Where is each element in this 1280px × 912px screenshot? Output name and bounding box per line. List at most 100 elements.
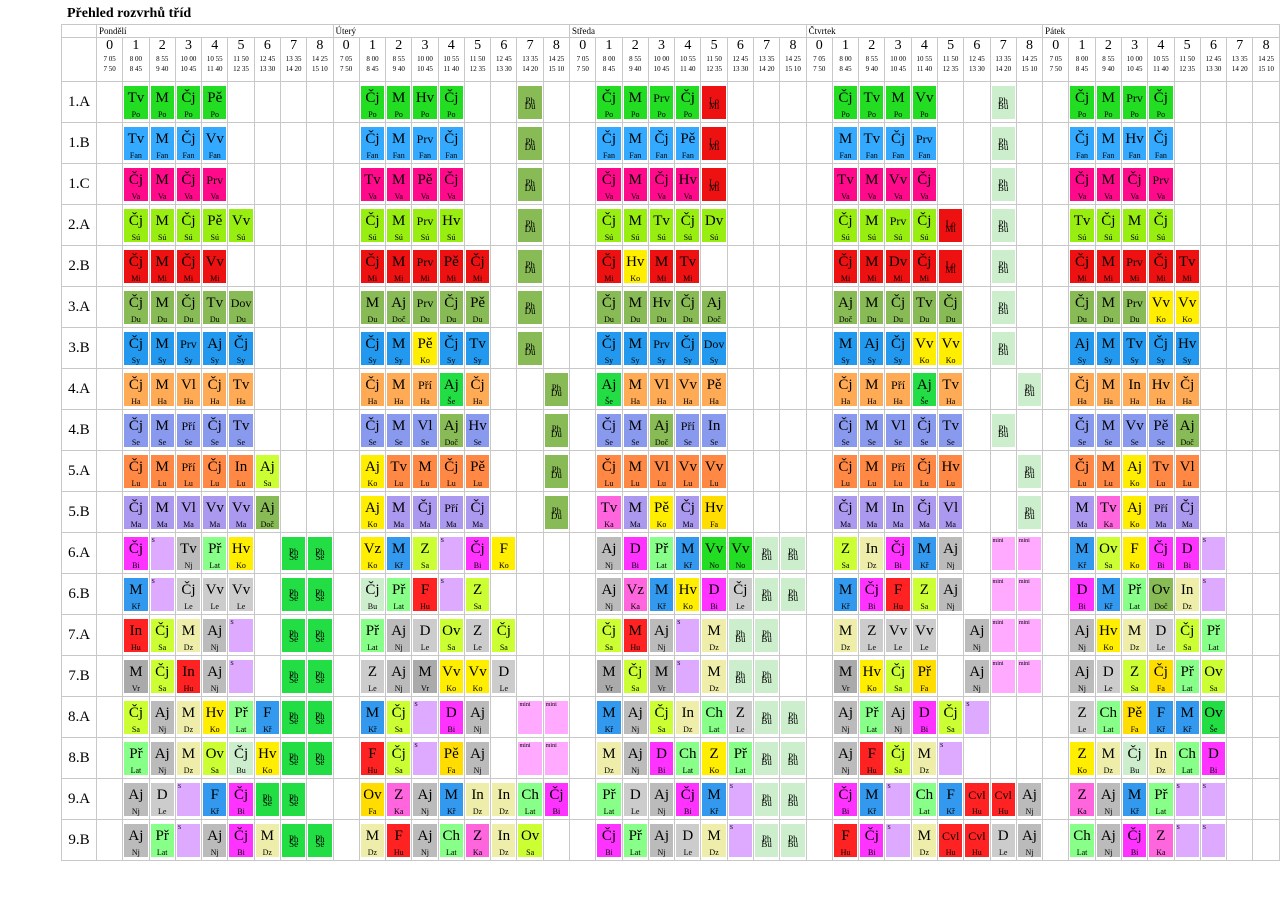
lesson-cell[interactable]: Čj Po — [358, 81, 387, 123]
lesson-cell[interactable]: Pří Se — [674, 409, 702, 451]
lesson-cell[interactable]: Vv Va — [884, 163, 912, 205]
lesson-cell[interactable]: Čj Du — [437, 286, 465, 328]
lesson-block[interactable]: Ph Še — [281, 660, 306, 693]
lesson-cell[interactable]: Ph Bu — [1015, 450, 1044, 492]
lesson-block[interactable]: M Kř — [833, 578, 858, 611]
lesson-block[interactable]: Hv Ko — [623, 250, 647, 283]
lesson-cell[interactable]: M Po — [148, 81, 176, 123]
lesson-block[interactable]: Ph Še — [281, 701, 306, 734]
lesson-cell[interactable]: mini — [1015, 573, 1044, 615]
lesson-cell[interactable]: Ph Bu — [779, 696, 807, 738]
lesson-block[interactable]: Dv Mi — [886, 250, 910, 283]
lesson-cell[interactable]: Tv Lu — [385, 450, 413, 492]
lesson-block[interactable]: Pě Ko — [413, 332, 437, 365]
lesson-cell[interactable]: Čj Bi — [463, 532, 492, 574]
lesson-cell[interactable]: Vv Ha — [674, 368, 702, 410]
lesson-cell[interactable]: Čj Sy — [595, 327, 623, 369]
lesson-block[interactable]: Čj Bi — [860, 578, 884, 611]
lesson-block[interactable]: M Kř — [1070, 537, 1094, 570]
lesson-group-block[interactable]: mini — [991, 537, 1015, 570]
lesson-cell[interactable]: Čj Bu — [1120, 737, 1149, 779]
lesson-cell[interactable]: Vv Le — [884, 614, 912, 656]
lesson-block[interactable]: Tv Ha — [938, 373, 963, 406]
lesson-block[interactable]: Čj Po — [676, 86, 700, 119]
lesson-cell[interactable]: Ph Bu — [753, 532, 781, 574]
lesson-block[interactable]: In Dz — [1175, 578, 1199, 611]
lesson-cell[interactable]: Čj Du — [122, 286, 150, 328]
lesson-block[interactable]: Čj Sa — [387, 701, 411, 734]
lesson-cell[interactable]: M Lu — [411, 450, 439, 492]
lesson-block[interactable]: Tv Se — [938, 414, 963, 447]
lesson-cell[interactable]: Čj Ha — [358, 368, 387, 410]
lesson-cell[interactable]: Ph Bu — [779, 573, 807, 615]
lesson-cell[interactable]: Pě Fan — [674, 122, 702, 164]
lesson-cell[interactable]: Aj Nj — [963, 655, 991, 697]
lesson-block[interactable]: Aj Nj — [649, 824, 674, 857]
lesson-block[interactable]: Čj Sy — [439, 332, 463, 365]
lesson-cell[interactable]: Ov Sa — [1199, 655, 1228, 697]
lesson-block[interactable]: M Ma — [150, 496, 174, 529]
lesson-block[interactable]: Dov Sy — [702, 332, 726, 365]
lesson-block[interactable]: F Ko — [492, 537, 516, 570]
lesson-cell[interactable]: M Kř — [122, 573, 150, 615]
lesson-block[interactable]: Čj Mi — [360, 250, 385, 283]
lesson-cell[interactable]: Aj Nj — [831, 737, 860, 779]
lesson-block[interactable]: Ph Du — [518, 127, 542, 160]
lesson-block[interactable]: Aj Nj — [150, 742, 174, 775]
lesson-block[interactable]: Čj Sú — [124, 209, 148, 242]
lesson-cell[interactable]: Ov Sa — [437, 614, 465, 656]
lesson-group-block[interactable]: S — [1201, 824, 1226, 857]
lesson-block[interactable]: Aj Doč — [702, 291, 726, 324]
lesson-block[interactable]: M Mi — [1096, 250, 1120, 283]
lesson-cell[interactable]: Pří Se — [174, 409, 203, 451]
lesson-block[interactable]: F Hu — [413, 578, 437, 611]
lesson-block[interactable]: Ph Še — [281, 742, 306, 775]
lesson-cell[interactable]: Aj Nj — [463, 737, 492, 779]
lesson-cell[interactable]: Vl Ma — [174, 491, 203, 533]
lesson-cell[interactable]: Aj Nj — [1094, 819, 1122, 861]
lesson-cell[interactable]: Aj Nj — [936, 573, 965, 615]
lesson-block[interactable]: Aj Nj — [1096, 783, 1120, 816]
lesson-block[interactable]: Ph Bu — [755, 824, 779, 857]
lesson-cell[interactable]: Ov Sa — [516, 819, 544, 861]
lesson-block[interactable]: M Po — [886, 86, 910, 119]
lesson-block[interactable]: Vv Ko — [1175, 291, 1199, 324]
lesson-cell[interactable]: Tv Sy — [1120, 327, 1149, 369]
lesson-cell[interactable]: Aj Sy — [201, 327, 229, 369]
lesson-cell[interactable]: Hv Ko — [227, 532, 255, 574]
lesson-cell[interactable]: Ph Bu — [779, 778, 807, 820]
lesson-cell[interactable]: Lo Mi — [936, 245, 965, 287]
lesson-cell[interactable]: Tv Sy — [463, 327, 492, 369]
lesson-block[interactable]: Př Lat — [1201, 619, 1226, 652]
lesson-cell[interactable]: mini — [1015, 655, 1044, 697]
lesson-block[interactable]: F Hu — [860, 742, 884, 775]
lesson-cell[interactable]: Ph Bu — [753, 819, 781, 861]
lesson-block[interactable]: Čj Bi — [676, 783, 700, 816]
lesson-cell[interactable]: M Ha — [621, 368, 649, 410]
lesson-cell[interactable]: M Du — [358, 286, 387, 328]
lesson-block[interactable]: Čj Mi — [176, 250, 201, 283]
lesson-cell[interactable]: Vv Se — [1120, 409, 1149, 451]
lesson-cell[interactable]: Z Sa — [463, 573, 492, 615]
lesson-cell[interactable]: Z Sa — [910, 573, 938, 615]
lesson-block[interactable]: Lo Mi — [938, 250, 963, 283]
lesson-cell[interactable]: Př Lat — [621, 819, 649, 861]
lesson-block[interactable]: M Sy — [833, 332, 858, 365]
lesson-cell[interactable]: Vl Ha — [174, 368, 203, 410]
lesson-cell[interactable]: Př Lat — [595, 778, 623, 820]
lesson-cell[interactable]: Př Lat — [1120, 573, 1149, 615]
lesson-cell[interactable]: Čj Le — [174, 573, 203, 615]
lesson-cell[interactable]: M Vr — [411, 655, 439, 697]
lesson-cell[interactable]: Ph Še — [279, 778, 308, 820]
lesson-cell[interactable]: Ph Še — [306, 737, 334, 779]
lesson-cell[interactable]: Vv Le — [227, 573, 255, 615]
lesson-cell[interactable]: Čj Bi — [595, 819, 623, 861]
lesson-cell[interactable]: Prv Du — [411, 286, 439, 328]
lesson-cell[interactable]: D Le — [411, 614, 439, 656]
lesson-block[interactable]: Čj Va — [1122, 168, 1147, 201]
lesson-cell[interactable]: M Kř — [358, 696, 387, 738]
lesson-block[interactable]: Vv Le — [912, 619, 936, 652]
lesson-cell[interactable]: Př Lat — [385, 573, 413, 615]
lesson-cell[interactable]: Čj Mi — [358, 245, 387, 287]
lesson-block[interactable]: M Sú — [860, 209, 884, 242]
